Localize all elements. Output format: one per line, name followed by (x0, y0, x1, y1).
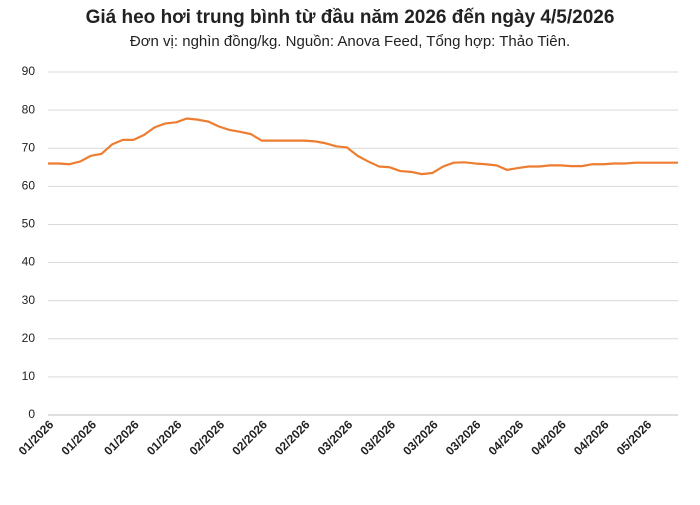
x-tick-label: 03/2026 (357, 417, 398, 458)
x-tick-label: 04/2026 (528, 417, 569, 458)
data-line (48, 117, 678, 176)
x-tick-label: 03/2026 (315, 417, 356, 458)
y-tick-label: 40 (22, 255, 36, 269)
y-tick-label: 30 (22, 293, 36, 307)
x-tick-label: 03/2026 (443, 417, 484, 458)
x-tick-label: 01/2026 (58, 417, 99, 458)
x-tick-label: 05/2026 (614, 417, 655, 458)
y-tick-label: 20 (22, 331, 36, 345)
x-tick-label: 02/2026 (229, 417, 270, 458)
y-tick-label: 70 (22, 140, 36, 154)
x-tick-label: 01/2026 (16, 417, 57, 458)
x-tick-label: 03/2026 (400, 417, 441, 458)
y-tick-label: 10 (22, 369, 36, 383)
x-tick-label: 04/2026 (486, 417, 527, 458)
chart-subtitle: Đơn vị: nghìn đồng/kg. Nguồn: Anova Feed… (130, 33, 570, 50)
y-tick-label: 80 (22, 102, 36, 116)
x-tick-label: 01/2026 (101, 417, 142, 458)
x-tick-label: 04/2026 (571, 417, 612, 458)
x-tick-label: 02/2026 (187, 417, 228, 458)
y-tick-label: 50 (22, 217, 36, 231)
y-tick-label: 0 (28, 407, 35, 421)
y-tick-label: 60 (22, 179, 36, 193)
x-tick-label: 02/2026 (272, 417, 313, 458)
x-tick-label: 01/2026 (144, 417, 185, 458)
y-tick-label: 90 (22, 64, 36, 78)
chart-title: Giá heo hơi trung bình từ đầu năm 2026 đ… (86, 7, 615, 28)
